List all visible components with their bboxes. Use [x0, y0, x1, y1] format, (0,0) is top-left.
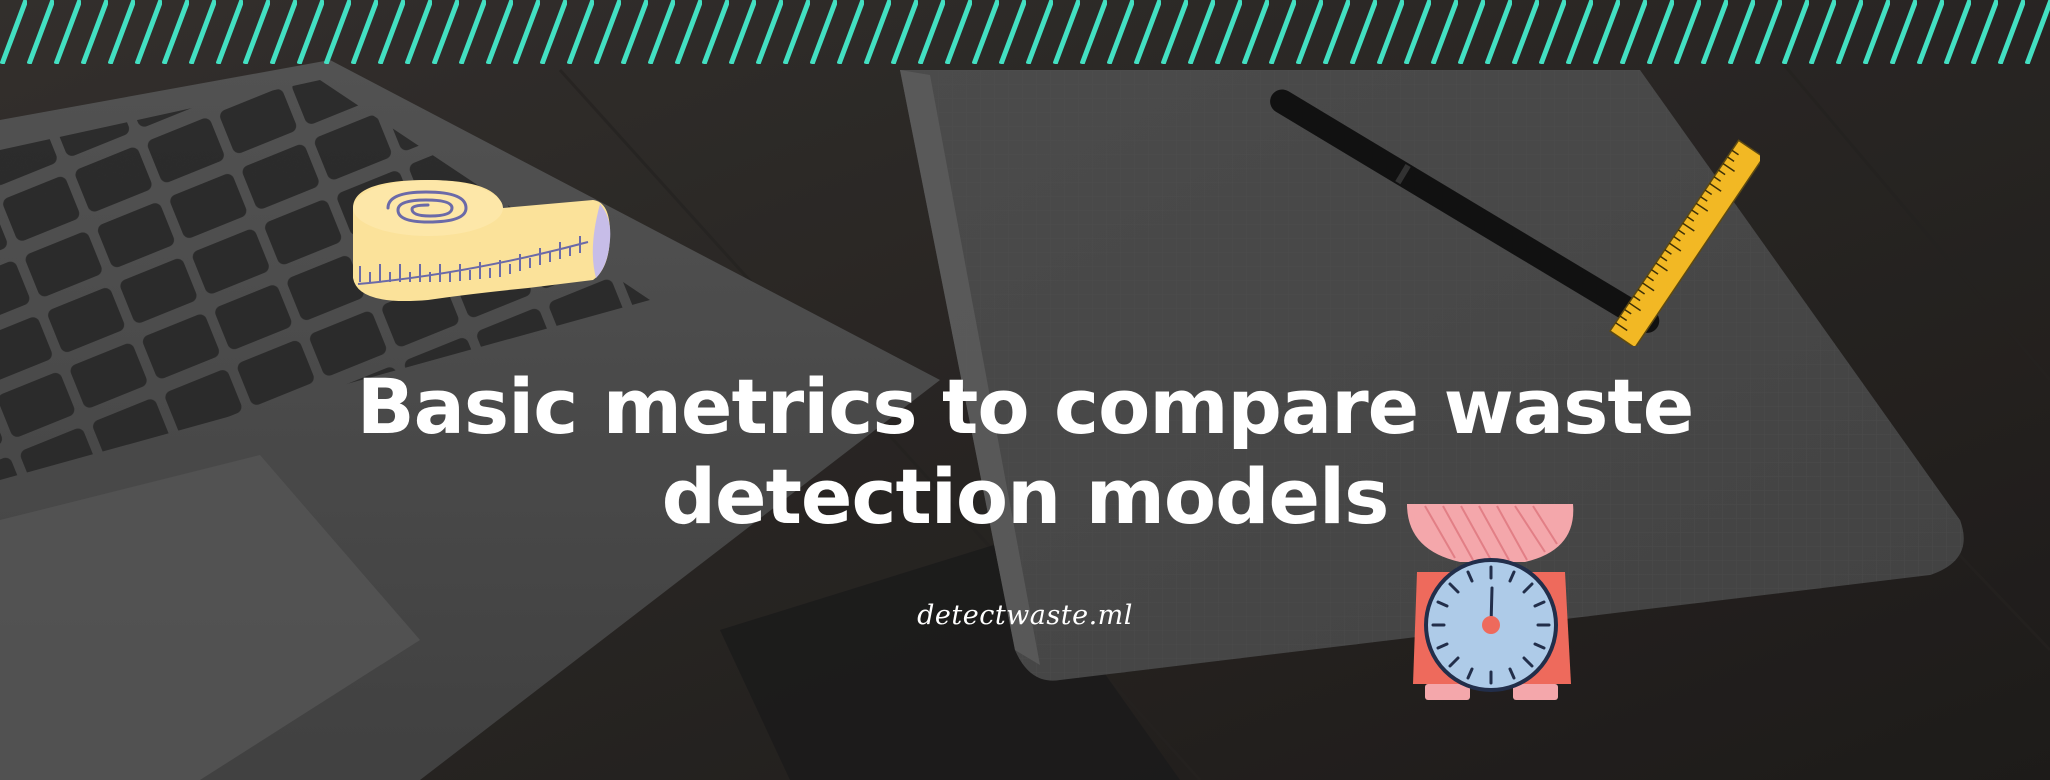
- title-line-2: detection models: [661, 452, 1390, 541]
- stripe-pattern: [0, 0, 2050, 64]
- ruler-icon: [1608, 139, 1760, 346]
- title-line-1: Basic metrics to compare waste: [356, 362, 1695, 451]
- page-title: Basic metrics to compare waste detection…: [0, 362, 2050, 542]
- tape-measure-icon: [353, 180, 611, 302]
- site-link[interactable]: detectwaste.ml: [917, 600, 1133, 631]
- kitchen-scale-icon: [1407, 504, 1574, 700]
